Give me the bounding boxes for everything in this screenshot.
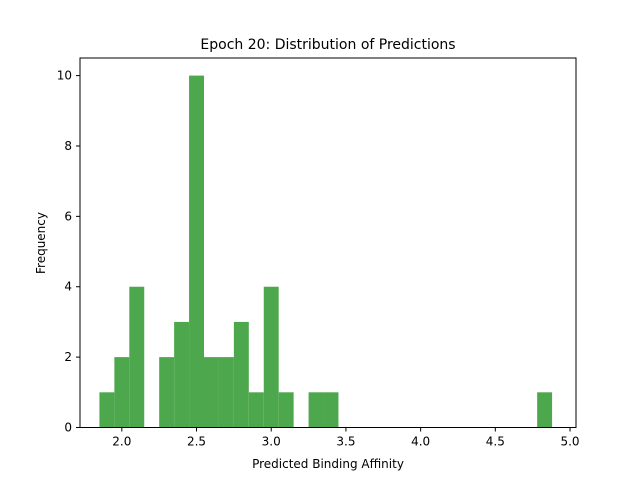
histogram-bar-0 <box>99 392 115 428</box>
x-tick-label: 4.5 <box>486 435 505 449</box>
histogram-bar-6 <box>189 75 204 428</box>
x-tick-label: 4.0 <box>411 435 430 449</box>
histogram-bar-9 <box>233 321 249 428</box>
x-tick-label: 3.5 <box>336 435 355 449</box>
histogram-bar-12 <box>278 392 294 428</box>
x-axis-label: Predicted Binding Affinity <box>252 457 404 471</box>
histogram-bar-16 <box>537 392 553 428</box>
y-tick-label: 0 <box>64 421 72 435</box>
y-tick-label: 4 <box>64 280 72 294</box>
y-axis-ticks: 0 2 4 6 8 10 <box>57 69 80 435</box>
histogram-bar-7 <box>204 357 219 428</box>
y-tick-label: 8 <box>64 139 72 153</box>
histogram-bar-4 <box>159 357 175 428</box>
histogram-bar-14 <box>308 392 324 428</box>
x-tick-label: 3.0 <box>262 435 281 449</box>
histogram-bar-10 <box>248 392 264 428</box>
histogram-bar-8 <box>218 357 234 428</box>
x-axis-ticks: 2.0 2.5 3.0 3.5 4.0 4.5 5.0 <box>112 427 580 449</box>
x-tick-label: 5.0 <box>560 435 579 449</box>
histogram-bar-15 <box>323 392 339 428</box>
y-tick-label: 2 <box>64 350 72 364</box>
histogram-bars <box>99 75 553 428</box>
histogram-bar-2 <box>129 286 145 428</box>
y-tick-label: 6 <box>64 209 72 223</box>
x-tick-label: 2.0 <box>112 435 131 449</box>
chart-title: Epoch 20: Distribution of Predictions <box>200 37 455 53</box>
histogram-bar-5 <box>174 321 190 428</box>
y-axis-label: Frequency <box>34 212 48 274</box>
plot-frame <box>79 57 577 428</box>
y-tick-label: 10 <box>57 69 72 83</box>
histogram-bar-1 <box>114 357 130 428</box>
histogram-bar-11 <box>263 286 279 428</box>
x-tick-label: 2.5 <box>187 435 206 449</box>
